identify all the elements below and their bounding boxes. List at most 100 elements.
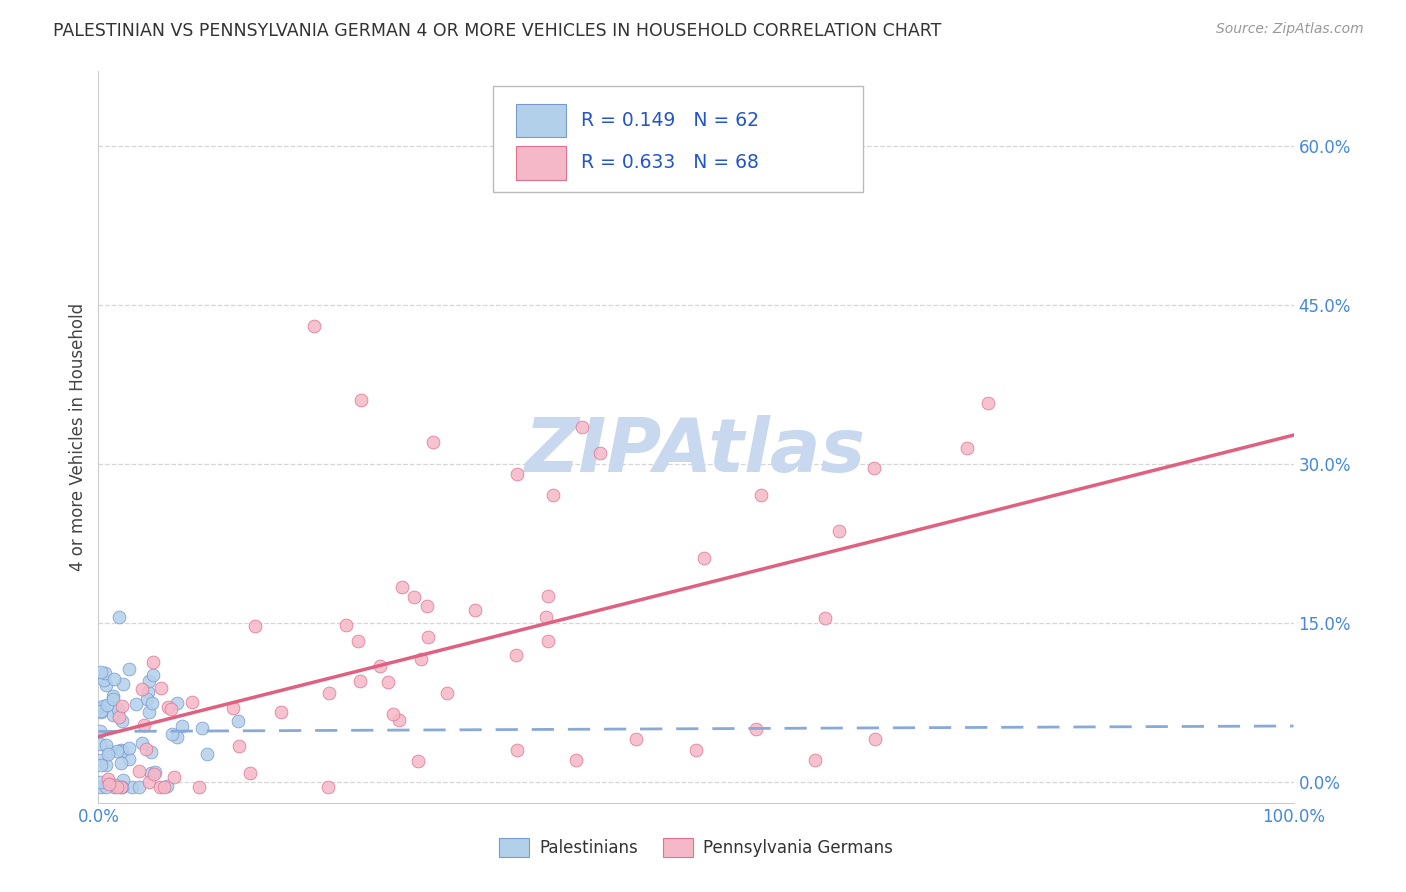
Point	[382, 706, 405, 721]
Point	[136, 685, 159, 699]
Point	[589, 446, 612, 460]
Point	[101, 689, 124, 703]
Point	[90, 705, 112, 719]
Point	[160, 727, 183, 741]
Point	[128, 780, 150, 794]
FancyBboxPatch shape	[516, 146, 565, 179]
Point	[506, 743, 529, 757]
Point	[406, 754, 429, 768]
Point	[105, 780, 128, 794]
Text: R = 0.149   N = 62: R = 0.149 N = 62	[581, 111, 759, 130]
Point	[110, 780, 132, 794]
FancyBboxPatch shape	[516, 103, 565, 137]
Point	[749, 488, 772, 502]
Point	[571, 420, 593, 434]
Point	[94, 678, 117, 692]
Point	[111, 714, 134, 728]
Point	[170, 718, 193, 732]
Point	[404, 590, 426, 604]
Point	[138, 673, 160, 688]
Point	[318, 686, 340, 700]
Point	[862, 460, 884, 475]
Point	[107, 610, 129, 624]
Point	[90, 665, 112, 679]
Point	[103, 673, 125, 687]
Point	[97, 747, 120, 762]
Point	[131, 736, 153, 750]
Point	[101, 692, 124, 706]
Point	[693, 550, 716, 565]
Point	[89, 701, 111, 715]
Point	[97, 772, 120, 787]
Point	[94, 758, 117, 772]
Point	[166, 730, 188, 744]
Point	[537, 634, 560, 648]
Point	[156, 699, 179, 714]
Point	[135, 742, 157, 756]
Point	[411, 652, 433, 666]
Point	[139, 766, 162, 780]
Point	[156, 780, 179, 794]
Point	[131, 681, 153, 696]
Point	[347, 634, 370, 648]
Point	[190, 721, 212, 735]
Point	[97, 776, 120, 790]
Point	[221, 701, 243, 715]
Point	[506, 467, 529, 482]
Point	[118, 741, 141, 756]
Point	[89, 737, 111, 751]
Point	[956, 441, 979, 455]
Point	[90, 758, 112, 772]
Point	[103, 708, 125, 723]
Point	[112, 773, 135, 788]
Point	[96, 780, 118, 794]
Point	[105, 744, 128, 758]
Point	[418, 630, 440, 644]
Point	[97, 776, 120, 790]
Point	[98, 744, 121, 758]
Point	[537, 589, 560, 603]
Point	[138, 706, 160, 720]
Point	[107, 702, 129, 716]
Point	[685, 743, 707, 757]
Point	[132, 718, 155, 732]
Point	[111, 744, 134, 758]
Point	[111, 699, 134, 714]
Point	[534, 609, 557, 624]
Point	[104, 778, 127, 792]
Point	[163, 771, 186, 785]
Point	[96, 698, 118, 712]
Point	[125, 697, 148, 711]
Point	[243, 619, 266, 633]
Point	[814, 611, 837, 625]
Point	[541, 488, 564, 502]
Text: PALESTINIAN VS PENNSYLVANIA GERMAN 4 OR MORE VEHICLES IN HOUSEHOLD CORRELATION C: PALESTINIAN VS PENNSYLVANIA GERMAN 4 OR …	[53, 22, 942, 40]
Point	[89, 724, 111, 739]
Point	[626, 732, 648, 747]
Point	[745, 722, 768, 736]
Point	[94, 738, 117, 752]
Point	[565, 753, 588, 767]
Point	[142, 668, 165, 682]
Point	[90, 780, 112, 794]
Point	[142, 656, 165, 670]
Point	[226, 714, 249, 729]
Point	[142, 767, 165, 781]
Point	[416, 599, 439, 614]
Point	[391, 580, 413, 594]
Point	[111, 780, 134, 794]
Point	[865, 732, 887, 747]
Point	[302, 318, 325, 333]
Point	[166, 697, 188, 711]
Point	[505, 648, 527, 663]
Point	[150, 681, 173, 696]
Point	[349, 673, 371, 688]
Y-axis label: 4 or more Vehicles in Household: 4 or more Vehicles in Household	[69, 303, 87, 571]
Point	[145, 764, 167, 779]
Point	[111, 677, 134, 691]
Point	[118, 662, 141, 676]
Point	[103, 780, 125, 794]
Legend: Palestinians, Pennsylvania Germans: Palestinians, Pennsylvania Germans	[492, 831, 900, 864]
Point	[197, 747, 219, 761]
Point	[91, 699, 114, 714]
